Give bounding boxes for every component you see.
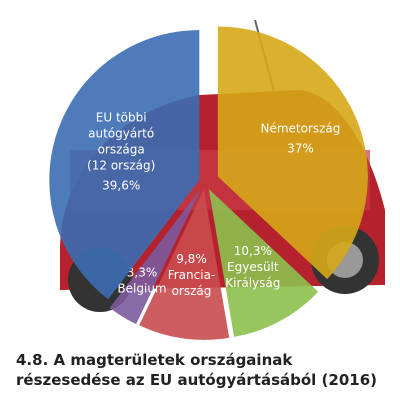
value-label: 37% [287, 142, 314, 156]
label-line: Királyság [225, 276, 280, 290]
label-line: Belgium [117, 282, 166, 296]
pie-slice [109, 188, 201, 325]
chart-title: 4.8. A magterületek országainak részesed… [16, 351, 377, 389]
value-label: 39,6% [102, 179, 140, 193]
pie-slice [49, 30, 200, 300]
label-line: Németország [260, 122, 340, 136]
slice-label: Belgium [117, 282, 166, 296]
slice-label: Francia-ország [168, 268, 216, 298]
value-label: 10,3% [234, 244, 272, 258]
slice-label: EU többi autógyártó országa (12 ország) [87, 111, 155, 173]
pie-slice [217, 26, 368, 280]
slice-label: Németország [260, 122, 340, 136]
label-line: (12 ország) [87, 159, 155, 173]
label-line: autógyártó [88, 127, 154, 141]
value-label: 9,8% [176, 252, 207, 266]
pie-slice [139, 189, 230, 340]
chart: Németország 37% Egyesült Királyság 10,3% Fran… [49, 19, 385, 340]
slice-label: Egyesült Királyság [225, 260, 280, 290]
label-line: Egyesült [227, 260, 279, 274]
label-line: Francia- [168, 268, 216, 282]
pie-slice [208, 189, 319, 337]
label-line: ország [172, 284, 212, 298]
label-line: EU többi [96, 111, 147, 125]
value-label: 3,3% [127, 266, 158, 280]
label-line: országa [98, 143, 145, 157]
